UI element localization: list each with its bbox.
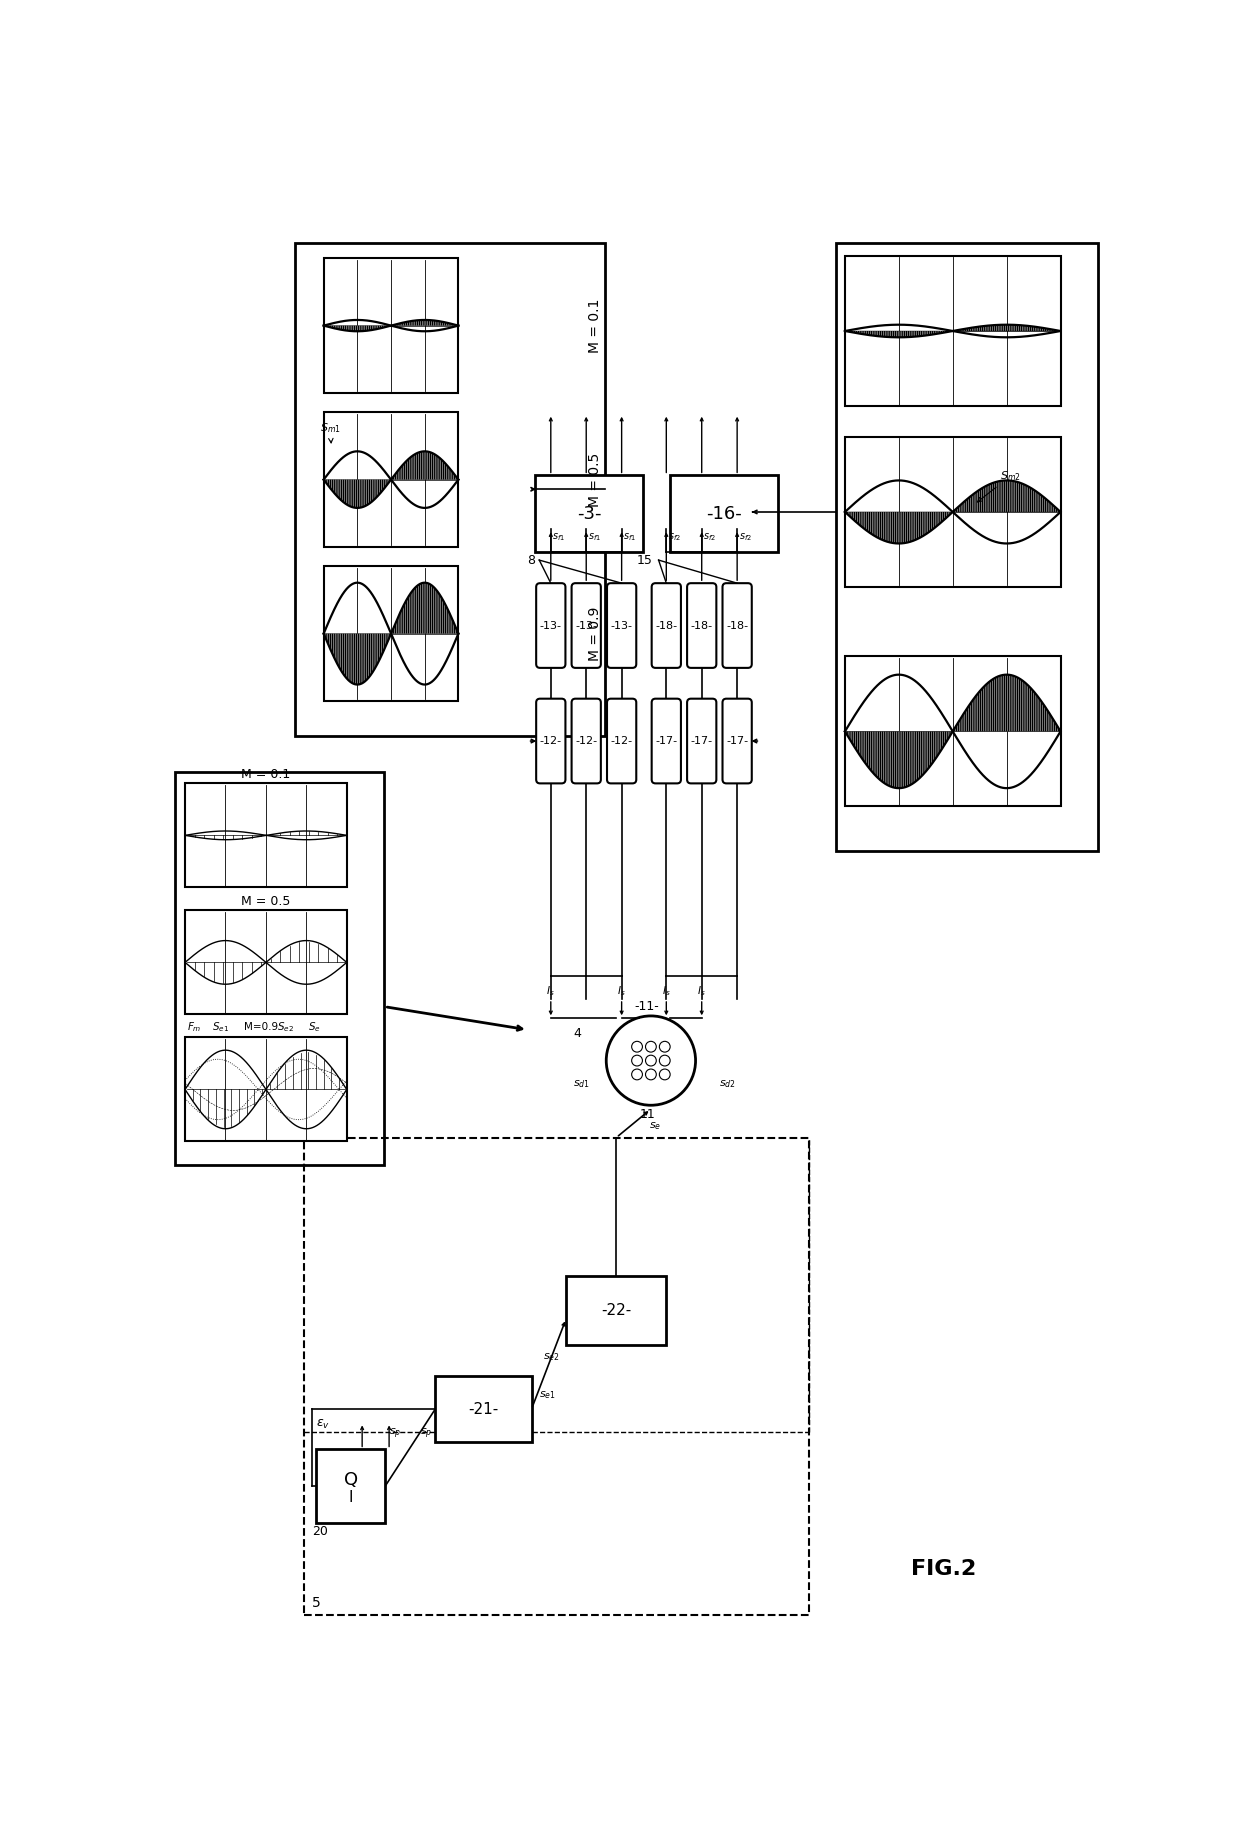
FancyBboxPatch shape [572, 699, 601, 784]
Text: -13-: -13- [575, 621, 598, 631]
FancyBboxPatch shape [687, 583, 717, 668]
Text: M = 0.1: M = 0.1 [242, 767, 290, 780]
Text: FIG.2: FIG.2 [911, 1558, 976, 1578]
FancyBboxPatch shape [652, 699, 681, 784]
Text: -3-: -3- [577, 505, 601, 524]
Text: 11: 11 [639, 1108, 655, 1121]
Text: -22-: -22- [601, 1304, 631, 1318]
Text: $S_{m1}$: $S_{m1}$ [320, 422, 341, 443]
Text: 15: 15 [636, 553, 652, 566]
Text: $S_{e1}$: $S_{e1}$ [212, 1020, 229, 1034]
Text: $s_{d2}$: $s_{d2}$ [719, 1077, 737, 1090]
Bar [324, 258, 459, 393]
Text: -13-: -13- [539, 621, 562, 631]
Text: $F_m$: $F_m$ [186, 1020, 201, 1034]
Text: $s_{f2}$: $s_{f2}$ [668, 531, 681, 542]
Text: -13-: -13- [610, 621, 632, 631]
Text: $S_{m2}$: $S_{m2}$ [977, 468, 1021, 502]
Bar [175, 773, 384, 1165]
Text: 8: 8 [527, 553, 536, 566]
FancyBboxPatch shape [536, 699, 565, 784]
FancyBboxPatch shape [608, 699, 636, 784]
Text: $s_{f2}$: $s_{f2}$ [739, 531, 751, 542]
Bar [567, 1276, 666, 1346]
Text: M = 0.5: M = 0.5 [589, 452, 603, 507]
Text: -12-: -12- [539, 736, 562, 747]
FancyBboxPatch shape [572, 583, 601, 668]
Bar [185, 911, 347, 1014]
Text: $s_p$: $s_p$ [420, 1427, 433, 1442]
Text: $I_s$: $I_s$ [618, 985, 626, 998]
Text: -16-: -16- [706, 505, 742, 524]
Bar [844, 656, 1060, 806]
Bar [295, 243, 605, 736]
Text: -18-: -18- [727, 621, 748, 631]
Text: $s_p$: $s_p$ [389, 1427, 402, 1442]
Bar [324, 566, 459, 701]
Text: $s_{f1}$: $s_{f1}$ [588, 531, 601, 542]
Text: $S_{e2}$: $S_{e2}$ [278, 1020, 294, 1034]
FancyBboxPatch shape [687, 699, 717, 784]
Bar [324, 413, 459, 548]
FancyBboxPatch shape [723, 583, 751, 668]
Text: -11-: -11- [635, 999, 660, 1012]
Bar [304, 1138, 808, 1615]
Text: $S_e$: $S_e$ [309, 1020, 321, 1034]
Text: -17-: -17- [691, 736, 713, 747]
Text: -12-: -12- [610, 736, 632, 747]
Text: -12-: -12- [575, 736, 598, 747]
Text: $s_{f2}$: $s_{f2}$ [703, 531, 717, 542]
Bar [670, 476, 777, 553]
Text: -17-: -17- [655, 736, 677, 747]
Text: $s_{e2}$: $s_{e2}$ [543, 1352, 559, 1363]
Bar [844, 437, 1060, 586]
Text: M = 0.1: M = 0.1 [589, 299, 603, 352]
FancyBboxPatch shape [652, 583, 681, 668]
Bar [316, 1449, 386, 1523]
Text: $\varepsilon_v$: $\varepsilon_v$ [316, 1418, 330, 1431]
FancyBboxPatch shape [536, 583, 565, 668]
Text: -17-: -17- [727, 736, 748, 747]
Text: $I_s$: $I_s$ [697, 985, 706, 998]
Text: $I_s$: $I_s$ [547, 985, 556, 998]
Text: $s_{e1}$: $s_{e1}$ [539, 1389, 556, 1401]
Text: -21-: -21- [469, 1401, 498, 1416]
Text: $s_{d1}$: $s_{d1}$ [573, 1077, 590, 1090]
FancyBboxPatch shape [608, 583, 636, 668]
Text: $s_{f1}$: $s_{f1}$ [624, 531, 636, 542]
Text: M = 0.5: M = 0.5 [242, 894, 290, 907]
FancyBboxPatch shape [723, 699, 751, 784]
Bar [185, 1038, 347, 1141]
Text: 20: 20 [312, 1525, 327, 1538]
Text: -18-: -18- [691, 621, 713, 631]
Text: $I_s$: $I_s$ [662, 985, 671, 998]
Text: 5: 5 [312, 1597, 321, 1610]
Bar [836, 243, 1097, 852]
Text: $s_{f1}$: $s_{f1}$ [552, 531, 565, 542]
Bar [844, 256, 1060, 406]
Text: $s_e$: $s_e$ [649, 1119, 661, 1132]
Text: Q: Q [343, 1472, 357, 1488]
Text: I: I [348, 1490, 353, 1505]
Bar [435, 1376, 532, 1442]
Bar [185, 784, 347, 887]
Text: 4: 4 [574, 1027, 582, 1040]
Text: M=0.9: M=0.9 [244, 1022, 279, 1031]
Text: M = 0.9: M = 0.9 [589, 607, 603, 660]
Bar [536, 476, 644, 553]
Text: -18-: -18- [655, 621, 677, 631]
